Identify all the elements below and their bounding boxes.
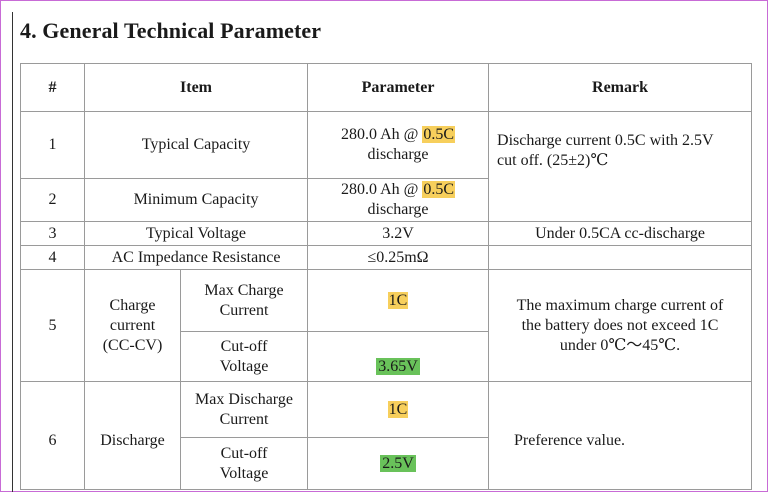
sub-item-cell: Max Discharge Current [179,381,309,438]
row-number: 6 [20,381,85,490]
remark-cell: Preference value. [488,381,753,490]
row-number: 5 [20,269,85,382]
table-row-6a: 6 Discharge Max Discharge Current 1C Pre… [20,381,753,490]
table-row-5a: 5 Charge current (CC-CV) Max Charge Curr… [20,269,753,382]
parameter-cell: 3.2V [307,221,490,246]
param-highlight: 0.5C [422,181,456,198]
sub-item-line: Cut-off [220,337,268,355]
param-highlight: 0.5C [422,126,456,143]
sub-item-line: Voltage [219,357,269,375]
row-number: 2 [20,178,85,222]
group-line: (CC-CV) [102,336,163,354]
group-line: Charge [109,296,156,314]
sub-item-line: Cut-off [220,444,268,462]
item-cell: AC Impedance Resistance [83,245,309,270]
remark-line: Discharge current 0.5C with 2.5V [497,132,714,149]
remark-line: The maximum charge current of [516,296,724,314]
param-prefix: 280.0 Ah @ [340,126,423,143]
header-number: # [20,63,85,112]
sub-item-line: Current [219,410,269,428]
parameter-cell: 2.5V [307,437,490,490]
header-remark: Remark [488,63,753,112]
table-row-3: 3 Typical Voltage 3.2V Under 0.5CA cc-di… [20,221,753,246]
table-row-2: 2 Minimum Capacity 280.0 Ah @ 0.5C disch… [20,178,752,222]
group-line: current [109,316,156,334]
table-row-4: 4 AC Impedance Resistance ≤0.25mΩ [20,245,753,270]
sub-item-line: Max Discharge [195,390,293,408]
param-highlight: 1C [387,291,409,309]
remark-cell [488,245,753,270]
row-number: 1 [20,111,85,179]
row-number: 3 [20,221,85,246]
sub-item-line: Voltage [219,464,269,482]
remark-cell: The maximum charge current of the batter… [488,269,753,382]
parameter-cell: 280.0 Ah @ 0.5C discharge [307,111,490,179]
sub-item-cell: Cut-off Voltage [179,437,309,490]
page-left-rule [12,12,13,492]
remark-line: under 0℃～45℃. [559,336,681,354]
section-title: 4. General Technical Parameter [20,18,322,43]
param-highlight: 2.5V [380,454,416,472]
row-number: 4 [20,245,85,270]
param-suffix: discharge [367,146,429,163]
remark-cell: Discharge current 0.5C with 2.5V cut off… [488,111,753,222]
param-prefix: 280.0 Ah @ [340,181,423,198]
sub-item-line: Current [219,301,269,319]
parameter-cell: 3.65V [307,331,490,382]
table-row-6b: Cut-off Voltage 2.5V [21,437,752,490]
technical-parameter-table: # Item Parameter Remark 1 Typical Capaci… [20,63,753,490]
table-row-5b: Cut-off Voltage 3.65V [21,331,752,382]
table-header-row: # Item Parameter Remark [20,63,753,112]
sub-item-cell: Max Charge Current [179,269,309,332]
sub-item-cell: Cut-off Voltage [179,331,309,382]
group-cell: Charge current (CC-CV) [84,269,181,382]
item-cell: Typical Capacity [83,111,309,179]
header-parameter: Parameter [307,63,490,112]
parameter-cell: 280.0 Ah @ 0.5C discharge [307,178,490,222]
param-highlight: 1C [387,400,409,418]
table-row-1: 1 Typical Capacity 280.0 Ah @ 0.5C disch… [20,111,753,222]
param-highlight: 3.65V [376,358,420,375]
param-suffix: discharge [367,201,429,218]
group-cell: Discharge [84,381,181,490]
remark-line: cut off. (25±2)℃ [497,152,609,169]
header-item: Item [83,63,309,112]
remark-line: the battery does not exceed 1C [521,316,719,334]
sub-item-line: Max Charge [204,281,284,299]
parameter-cell: 1C [307,269,490,332]
parameter-cell: 1C [307,381,490,438]
item-cell: Typical Voltage [83,221,309,246]
parameter-cell: ≤0.25mΩ [307,245,490,270]
remark-cell: Under 0.5CA cc-discharge [488,221,753,246]
item-cell: Minimum Capacity [83,178,309,222]
